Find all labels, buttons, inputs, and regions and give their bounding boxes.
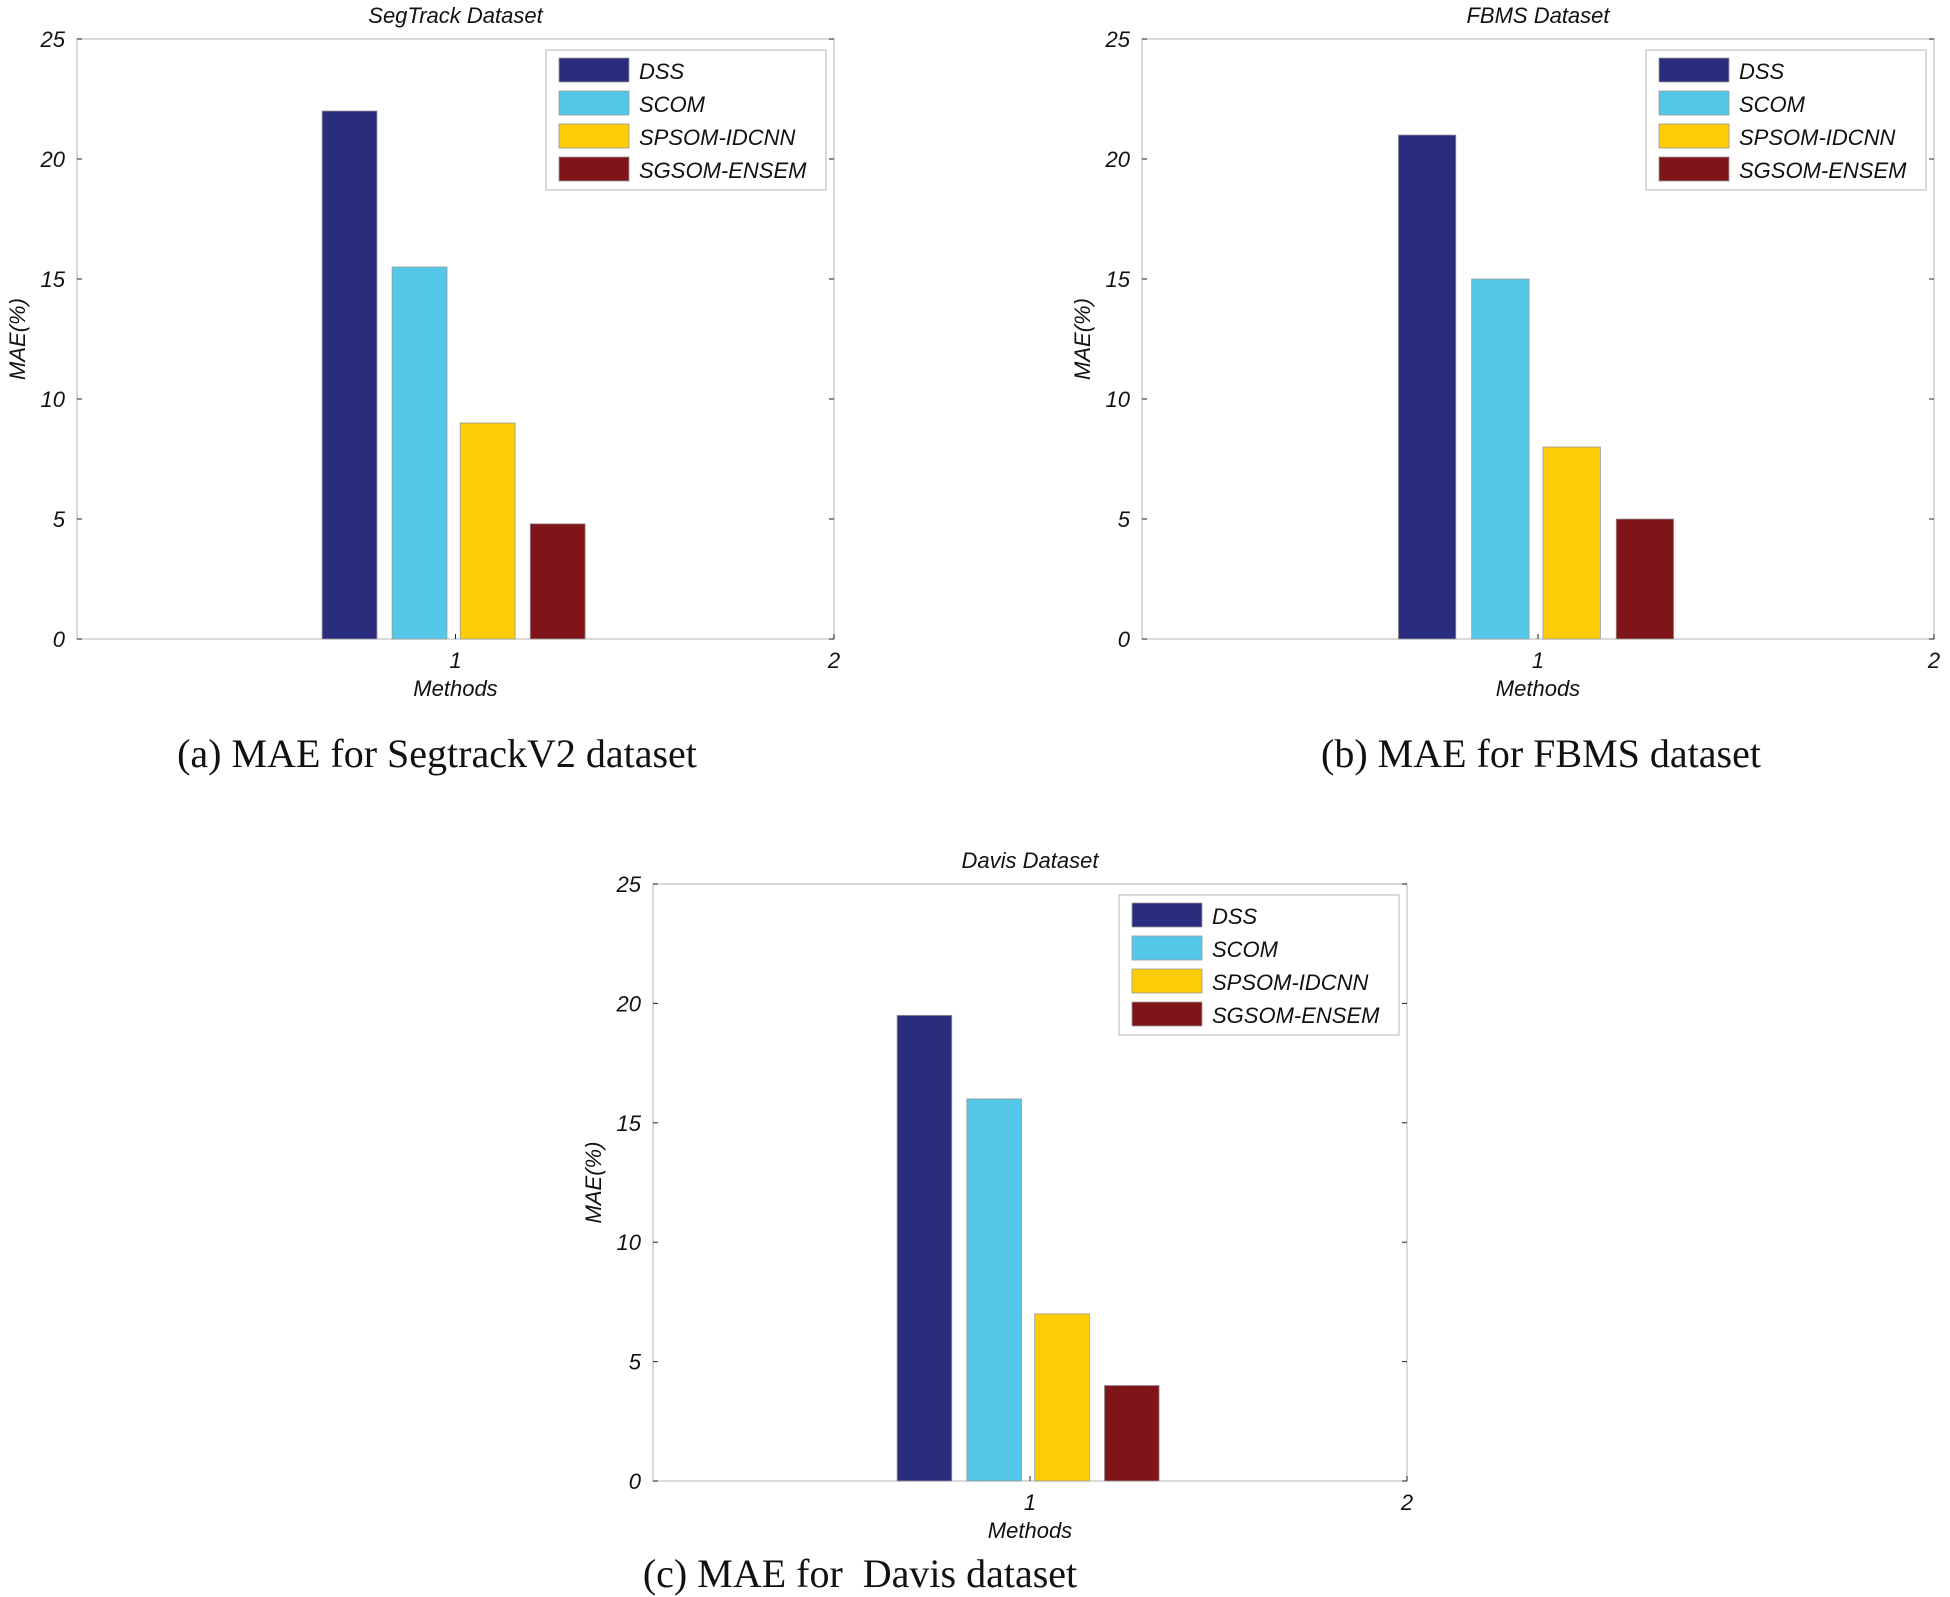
legend-label: SGSOM-ENSEM <box>1212 1003 1380 1028</box>
legend-label: SPSOM-IDCNN <box>1212 970 1369 995</box>
y-tick-label: 0 <box>1118 627 1131 652</box>
x-tick-label: 1 <box>1532 648 1544 673</box>
legend-swatch <box>558 90 630 116</box>
x-tick-label: 2 <box>1927 648 1940 673</box>
y-tick-label: 5 <box>629 1350 642 1375</box>
legend: DSS SCOM SPSOM-IDCNN SGSOM-ENSEM <box>1118 894 1400 1036</box>
x-tick-label: 2 <box>827 648 840 673</box>
chart-1: FBMS Dataset 0 5 10 15 20 25 1 2 Methods MAE(%) DSS… <box>1070 3 1940 701</box>
y-tick-label: 10 <box>41 387 66 412</box>
x-tick-label: 2 <box>1400 1490 1413 1515</box>
bar-sgsom-ensem <box>1104 1385 1160 1482</box>
bar-scom <box>966 1098 1022 1482</box>
legend-swatch <box>1658 57 1730 83</box>
y-tick-label: 5 <box>53 507 66 532</box>
caption-c: (c) MAE for Davis dataset <box>642 1551 1078 1596</box>
y-tick-label: 15 <box>1106 267 1131 292</box>
bar-sgsom-ensem <box>1615 518 1675 640</box>
bar-dss <box>1398 134 1457 640</box>
y-tick-label: 10 <box>1106 387 1131 412</box>
y-axis-label: MAE(%) <box>581 1142 606 1224</box>
y-tick-label: 20 <box>1105 147 1131 172</box>
legend-swatch <box>1131 935 1203 961</box>
legend-swatch <box>1658 90 1730 116</box>
bar-spsom-idcnn <box>459 422 516 640</box>
y-tick-label: 20 <box>40 147 66 172</box>
y-tick-label: 15 <box>617 1111 642 1136</box>
legend-swatch <box>1658 123 1730 149</box>
chart-title: Davis Dataset <box>962 848 1100 873</box>
y-tick-label: 25 <box>1105 27 1131 52</box>
legend-swatch <box>558 156 630 182</box>
legend-label: SGSOM-ENSEM <box>639 158 807 183</box>
bar-sgsom-ensem <box>529 523 586 640</box>
legend-label: SCOM <box>639 92 706 117</box>
y-axis-label: MAE(%) <box>1070 298 1095 380</box>
legend: DSS SCOM SPSOM-IDCNN SGSOM-ENSEM <box>545 49 827 191</box>
x-tick-label: 1 <box>1024 1490 1036 1515</box>
bar-spsom-idcnn <box>1034 1313 1090 1482</box>
chart-title: FBMS Dataset <box>1466 3 1610 28</box>
y-tick-label: 10 <box>617 1230 642 1255</box>
x-axis-label: Methods <box>413 676 497 701</box>
y-tick-label: 15 <box>41 267 66 292</box>
y-tick-label: 20 <box>616 991 642 1016</box>
bar-dss <box>321 110 378 640</box>
legend-label: DSS <box>1212 904 1258 929</box>
legend-label: SPSOM-IDCNN <box>639 125 796 150</box>
legend-swatch <box>1131 902 1203 928</box>
legend-swatch <box>1131 1001 1203 1027</box>
legend-swatch <box>558 123 630 149</box>
legend-label: DSS <box>1739 59 1785 84</box>
legend-swatch <box>1131 968 1203 994</box>
y-tick-label: 5 <box>1118 507 1131 532</box>
x-axis-label: Methods <box>1496 676 1580 701</box>
y-tick-label: 25 <box>616 872 642 897</box>
chart-title: SegTrack Dataset <box>368 3 543 28</box>
y-tick-label: 0 <box>53 627 66 652</box>
y-axis-label: MAE(%) <box>5 298 30 380</box>
chart-2: Davis Dataset 0 5 10 15 20 25 1 2 Methods MAE(%) DS… <box>581 848 1413 1543</box>
legend-label: SCOM <box>1739 92 1806 117</box>
y-tick-label: 0 <box>629 1469 642 1494</box>
legend: DSS SCOM SPSOM-IDCNN SGSOM-ENSEM <box>1645 49 1927 191</box>
y-tick-label: 25 <box>40 27 66 52</box>
legend-label: DSS <box>639 59 685 84</box>
legend-swatch <box>1658 156 1730 182</box>
legend-label: SCOM <box>1212 937 1279 962</box>
x-axis-label: Methods <box>988 1518 1072 1543</box>
bar-dss <box>896 1014 953 1482</box>
bar-scom <box>1471 278 1530 640</box>
bar-spsom-idcnn <box>1542 446 1601 640</box>
bar-scom <box>391 266 448 640</box>
legend-label: SPSOM-IDCNN <box>1739 125 1896 150</box>
x-tick-label: 1 <box>449 648 461 673</box>
caption-b: (b) MAE for FBMS dataset <box>1321 731 1761 776</box>
chart-0: SegTrack Dataset 0 5 10 15 20 25 1 2 Methods MAE(%… <box>5 3 840 701</box>
legend-label: SGSOM-ENSEM <box>1739 158 1907 183</box>
legend-swatch <box>558 57 630 83</box>
caption-a: (a) MAE for SegtrackV2 dataset <box>177 731 697 776</box>
